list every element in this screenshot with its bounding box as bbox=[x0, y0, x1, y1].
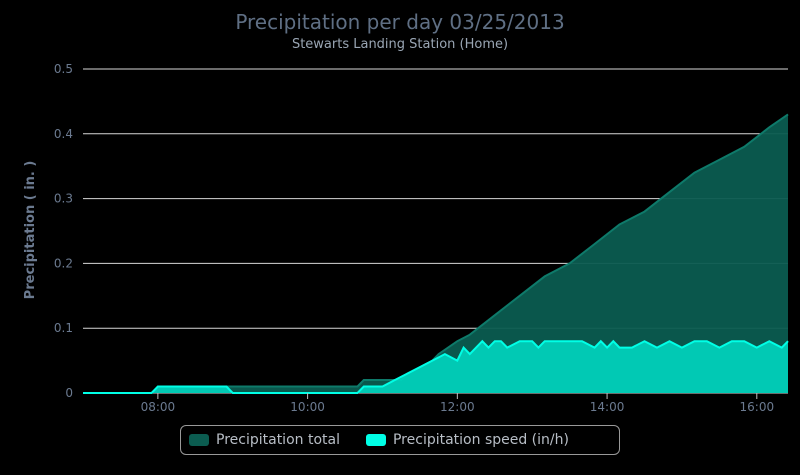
x-tick-label: 16:00 bbox=[740, 400, 775, 414]
legend-item-speed[interactable]: Precipitation speed (in/h) bbox=[365, 432, 569, 448]
y-tick-label: 0 bbox=[65, 386, 73, 400]
legend-swatch-total bbox=[189, 434, 209, 446]
y-tick-label: 0.4 bbox=[54, 127, 73, 141]
series-area-1[interactable] bbox=[83, 341, 788, 393]
legend-label-speed: Precipitation speed (in/h) bbox=[392, 432, 569, 448]
x-tick-label: 14:00 bbox=[590, 400, 625, 414]
y-tick-label: 0.3 bbox=[54, 192, 73, 206]
y-tick-label: 0.1 bbox=[54, 321, 73, 335]
series-line-0 bbox=[83, 113, 789, 394]
series-area-0[interactable] bbox=[83, 114, 788, 394]
x-tick-label: 12:00 bbox=[440, 400, 475, 414]
legend-label-total: Precipitation total bbox=[216, 432, 340, 448]
chart-legend: Precipitation total Precipitation speed … bbox=[180, 425, 620, 455]
x-tick-label: 10:00 bbox=[290, 400, 325, 414]
series-line-1 bbox=[83, 339, 789, 394]
y-tick-label: 0.5 bbox=[54, 62, 73, 76]
legend-item-total[interactable]: Precipitation total bbox=[189, 432, 340, 448]
chart-title: Precipitation per day 03/25/2013 bbox=[235, 10, 565, 34]
chart-subtitle: Stewarts Landing Station (Home) bbox=[291, 37, 509, 52]
y-axis-label: Precipitation ( in. ) bbox=[23, 161, 38, 300]
x-tick-label: 08:00 bbox=[141, 400, 176, 414]
y-tick-label: 0.2 bbox=[54, 256, 73, 270]
legend-swatch-speed bbox=[365, 434, 386, 446]
